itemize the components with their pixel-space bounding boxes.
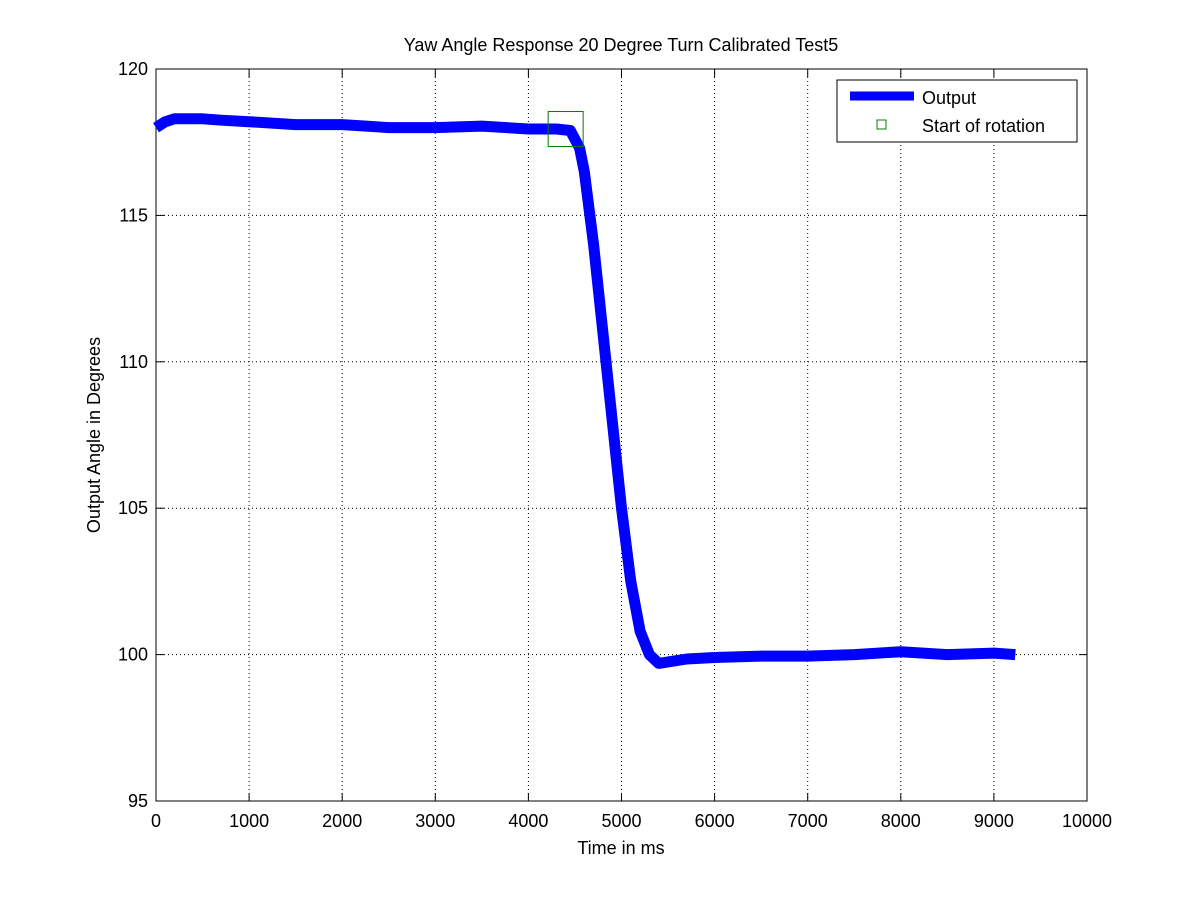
start-of-rotation-marker bbox=[547, 111, 584, 148]
output-point bbox=[630, 580, 632, 582]
output-point bbox=[174, 118, 176, 120]
output-point bbox=[579, 147, 581, 149]
output-point bbox=[621, 507, 622, 509]
x-tick-label: 2000 bbox=[322, 811, 362, 831]
legend-box bbox=[836, 79, 1078, 143]
x-tick-label: 5000 bbox=[601, 811, 641, 831]
output-point bbox=[555, 128, 557, 130]
output-point bbox=[602, 332, 604, 334]
output-point bbox=[583, 170, 585, 172]
output-point bbox=[686, 658, 688, 660]
x-axis-label: Time in ms bbox=[577, 838, 664, 858]
output-point bbox=[295, 124, 297, 126]
output-point bbox=[639, 630, 641, 632]
output-point bbox=[667, 661, 669, 663]
output-point bbox=[946, 654, 948, 656]
output-point bbox=[611, 419, 613, 421]
y-tick-label: 105 bbox=[118, 498, 148, 518]
x-tick-label: 4000 bbox=[508, 811, 548, 831]
output-point bbox=[183, 118, 185, 120]
output-point bbox=[434, 127, 436, 129]
ticks: 0 1000 2000 3000 4000 5000 6000 7000 8000 9000 100… bbox=[118, 59, 1112, 831]
output-point bbox=[1014, 654, 1016, 656]
output-point bbox=[569, 129, 571, 131]
x-tick-label: 3000 bbox=[415, 811, 455, 831]
legend-label-output: Output bbox=[922, 88, 976, 108]
output-point bbox=[341, 124, 343, 126]
x-tick-label: 0 bbox=[151, 811, 161, 831]
output-point bbox=[807, 655, 809, 657]
y-tick-label: 120 bbox=[118, 59, 148, 79]
output-point bbox=[658, 662, 660, 664]
output-point bbox=[202, 118, 204, 120]
y-tick-label: 115 bbox=[119, 205, 148, 225]
chart-title: Yaw Angle Response 20 Degree Turn Calibr… bbox=[404, 35, 839, 55]
output-point bbox=[220, 119, 222, 121]
x-tick-label: 1000 bbox=[229, 811, 269, 831]
x-tick-label: 10000 bbox=[1062, 811, 1112, 831]
y-tick-label: 100 bbox=[118, 645, 148, 665]
x-tick-label: 7000 bbox=[788, 811, 828, 831]
output-point bbox=[527, 128, 529, 130]
legend-swatch-start-of-rotation bbox=[876, 119, 887, 130]
y-axis-label: Output Angle in Degrees bbox=[84, 337, 104, 533]
output-point bbox=[760, 655, 762, 657]
x-tick-label: 8000 bbox=[881, 811, 921, 831]
output-point bbox=[593, 244, 595, 246]
legend: Output Start of rotation bbox=[836, 79, 1078, 143]
y-tick-label: 95 bbox=[128, 791, 148, 811]
output-point bbox=[853, 654, 855, 656]
y-tick-label: 110 bbox=[119, 352, 148, 372]
output-point bbox=[648, 654, 650, 656]
output-point bbox=[155, 127, 157, 129]
output-point bbox=[248, 121, 250, 123]
output-point bbox=[481, 125, 483, 127]
output-point bbox=[714, 657, 716, 659]
x-tick-label: 9000 bbox=[974, 811, 1014, 831]
output-point bbox=[164, 121, 166, 123]
output-point bbox=[900, 651, 902, 653]
output-point bbox=[993, 652, 995, 654]
output-point bbox=[388, 127, 390, 129]
x-tick-label: 6000 bbox=[695, 811, 735, 831]
series bbox=[153, 111, 1016, 669]
legend-label-start-of-rotation: Start of rotation bbox=[922, 116, 1045, 136]
